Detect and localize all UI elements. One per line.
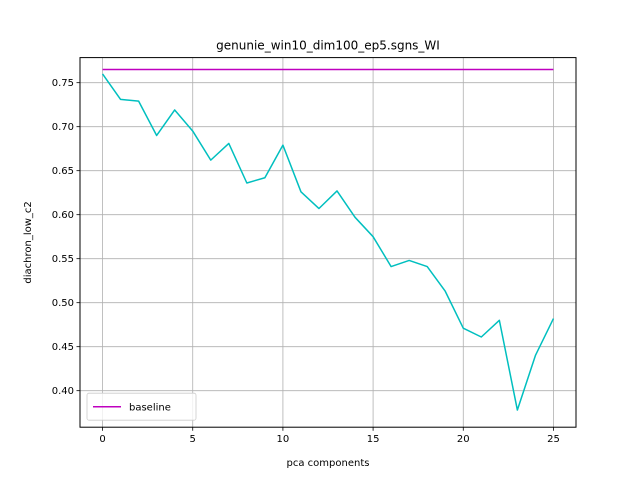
data-series <box>101 68 555 411</box>
x-tick-label: 10 <box>277 434 290 445</box>
x-tick-label: 15 <box>367 434 380 445</box>
legend-label-baseline: baseline <box>129 403 171 414</box>
y-axis-label: diachron_low_c2 <box>23 201 34 283</box>
series-line-0 <box>101 73 555 411</box>
y-tick-label: 0.40 <box>52 386 74 397</box>
x-axis-label: pca components <box>287 458 370 469</box>
y-tick-label: 0.60 <box>52 210 74 221</box>
y-tick-label: 0.75 <box>52 78 74 89</box>
legend-box <box>86 392 197 421</box>
x-tick-label: 0 <box>99 434 105 445</box>
y-tick-label: 0.65 <box>52 166 74 177</box>
y-tick-label: 0.50 <box>52 298 74 309</box>
x-tick-label: 5 <box>190 434 196 445</box>
axis-ticks: 0 5 10 15 20 25 0.40 0.45 0.50 0.55 0.60 0.65 0.70 0.… <box>52 78 560 445</box>
chart-title: genunie_win10_dim100_ep5.sgns_WI <box>216 39 440 53</box>
legend: baseline <box>86 392 197 421</box>
y-tick-label: 0.45 <box>52 342 74 353</box>
x-tick-label: 20 <box>457 434 470 445</box>
x-tick-label: 25 <box>547 434 560 445</box>
grid-lines <box>80 57 576 428</box>
y-tick-label: 0.55 <box>52 254 74 265</box>
y-tick-label: 0.70 <box>52 122 74 133</box>
plot-frame <box>79 57 577 428</box>
